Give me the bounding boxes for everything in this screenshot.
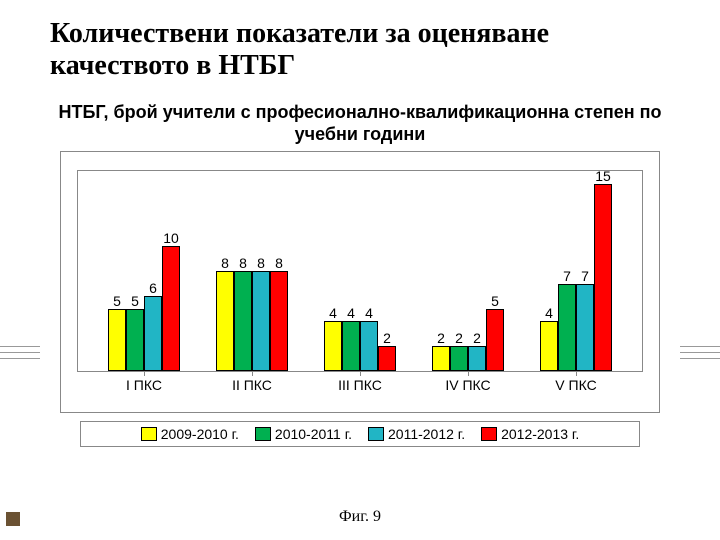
bar: 5 xyxy=(126,309,144,372)
bar-value-label: 4 xyxy=(541,305,557,321)
chart-container: НТБГ, брой учители с професионално-квали… xyxy=(40,98,680,488)
legend-label: 2010-2011 г. xyxy=(275,426,352,442)
bar-value-label: 8 xyxy=(271,255,287,271)
bar: 8 xyxy=(270,271,288,371)
bar: 2 xyxy=(432,346,450,371)
bar: 15 xyxy=(594,184,612,372)
x-category-label: V ПКС xyxy=(530,377,622,393)
bar-value-label: 7 xyxy=(559,268,575,284)
chart-title: НТБГ, брой учители с професионално-квали… xyxy=(40,102,680,145)
bar-group: 2225 xyxy=(432,171,504,371)
bar: 4 xyxy=(360,321,378,371)
bar: 8 xyxy=(252,271,270,371)
bar: 4 xyxy=(540,321,558,371)
bar-value-label: 15 xyxy=(595,168,611,184)
bar-value-label: 2 xyxy=(469,330,485,346)
bar: 8 xyxy=(216,271,234,371)
legend-label: 2009-2010 г. xyxy=(161,426,239,442)
bar: 5 xyxy=(108,309,126,372)
x-category-label: I ПКС xyxy=(98,377,190,393)
bar-value-label: 4 xyxy=(361,305,377,321)
x-tick xyxy=(144,371,145,376)
x-category-label: IV ПКС xyxy=(422,377,514,393)
bar: 2 xyxy=(378,346,396,371)
bar-value-label: 2 xyxy=(451,330,467,346)
bar-group: 47715 xyxy=(540,171,612,371)
legend-item: 2009-2010 г. xyxy=(141,426,239,442)
x-tick xyxy=(468,371,469,376)
bar-value-label: 6 xyxy=(145,280,161,296)
figure-caption: Фиг. 9 xyxy=(0,508,720,526)
bar: 6 xyxy=(144,296,162,371)
bar: 2 xyxy=(450,346,468,371)
bar-value-label: 4 xyxy=(343,305,359,321)
bar-value-label: 7 xyxy=(577,268,593,284)
legend-swatch xyxy=(141,427,157,441)
bar-value-label: 4 xyxy=(325,305,341,321)
bar: 2 xyxy=(468,346,486,371)
bar-value-label: 5 xyxy=(487,293,503,309)
legend-swatch xyxy=(368,427,384,441)
bar: 5 xyxy=(486,309,504,372)
plot-outer: 55610I ПКС8888II ПКС4442III ПКС2225IV ПК… xyxy=(60,151,660,413)
bar-value-label: 10 xyxy=(163,230,179,246)
x-category-label: III ПКС xyxy=(314,377,406,393)
x-tick xyxy=(360,371,361,376)
legend: 2009-2010 г. 2010-2011 г. 2011-2012 г. 2012… xyxy=(80,421,640,447)
legend-item: 2010-2011 г. xyxy=(255,426,352,442)
x-tick xyxy=(252,371,253,376)
legend-item: 2011-2012 г. xyxy=(368,426,465,442)
bar-value-label: 8 xyxy=(235,255,251,271)
legend-swatch xyxy=(255,427,271,441)
bar: 4 xyxy=(342,321,360,371)
bar-group: 8888 xyxy=(216,171,288,371)
plot-area: 55610I ПКС8888II ПКС4442III ПКС2225IV ПК… xyxy=(77,170,643,372)
bar-value-label: 2 xyxy=(433,330,449,346)
bar-value-label: 2 xyxy=(379,330,395,346)
bar-value-label: 5 xyxy=(109,293,125,309)
bar-value-label: 5 xyxy=(127,293,143,309)
bar-value-label: 8 xyxy=(217,255,233,271)
x-category-label: II ПКС xyxy=(206,377,298,393)
bar-group: 4442 xyxy=(324,171,396,371)
slide-title: Количествени показатели за оценяване кач… xyxy=(50,18,680,82)
bar: 7 xyxy=(558,284,576,372)
legend-item: 2012-2013 г. xyxy=(481,426,579,442)
bar-value-label: 8 xyxy=(253,255,269,271)
bar: 10 xyxy=(162,246,180,371)
legend-label: 2011-2012 г. xyxy=(388,426,465,442)
legend-swatch xyxy=(481,427,497,441)
x-tick xyxy=(576,371,577,376)
bar: 7 xyxy=(576,284,594,372)
bar: 4 xyxy=(324,321,342,371)
bar: 8 xyxy=(234,271,252,371)
legend-label: 2012-2013 г. xyxy=(501,426,579,442)
bar-group: 55610 xyxy=(108,171,180,371)
